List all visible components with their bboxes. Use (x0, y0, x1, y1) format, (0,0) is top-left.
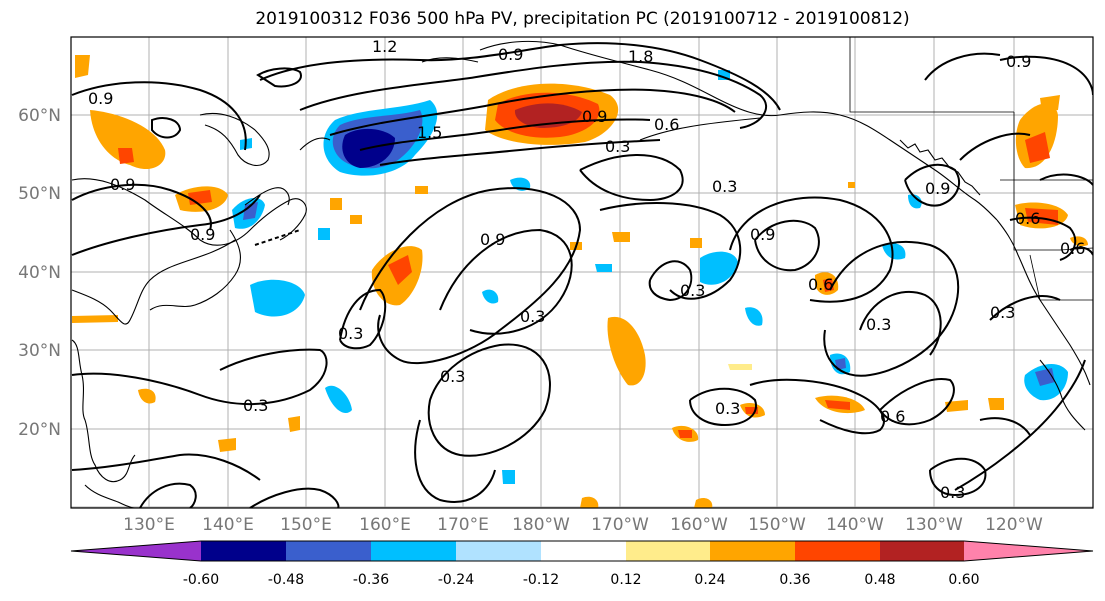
contour-label: 0.3 (680, 281, 705, 300)
contour-label: 0.6 (1060, 239, 1085, 258)
colorbar-tick-label: 0.48 (864, 572, 895, 588)
colorbar: -0.60 -0.48 -0.36 -0.24 -0.12 0.12 0.24 … (70, 540, 1094, 588)
pv-contours (71, 42, 1093, 508)
lat-label: 30°N (18, 341, 61, 361)
contour-labels: 1.2 0.9 1.8 0.9 0.9 1.5 0.9 0.6 0.3 0.9 … (88, 37, 1085, 502)
map-frame (70, 36, 1094, 509)
lat-label: 50°N (18, 184, 61, 204)
contour-label: 0.6 (808, 275, 833, 294)
colorbar-tick-label: -0.24 (438, 572, 474, 588)
lon-label: 170°W (591, 515, 649, 535)
lon-label: 120°W (985, 515, 1043, 535)
colorbar-tick-label: -0.36 (353, 572, 389, 588)
contour-label: 0.3 (715, 399, 740, 418)
colorbar-segment (456, 541, 541, 561)
colorbar-extend-min (71, 541, 201, 561)
contour-label: 0.3 (243, 396, 268, 415)
contour-label: 0.9 (498, 45, 523, 64)
lon-label: 160°E (359, 515, 411, 535)
colorbar-segment (626, 541, 710, 561)
contour-label: 0.6 (880, 407, 905, 426)
contour-label: 1.2 (372, 37, 397, 56)
map-title: 2019100312 F036 500 hPa PV, precipitatio… (255, 9, 910, 29)
lon-label: 140°E (202, 515, 254, 535)
lon-label: 130°W (905, 515, 963, 535)
latitude-labels: 60°N 50°N 40°N 30°N 20°N (18, 106, 61, 440)
contour-label: 0.6 (1015, 209, 1040, 228)
map-area: 1.2 0.9 1.8 0.9 0.9 1.5 0.9 0.6 0.3 0.9 … (71, 37, 1093, 508)
contour-label: 0.3 (520, 307, 545, 326)
colorbar-tick-label: 0.12 (610, 572, 641, 588)
contour-label: 0.3 (712, 177, 737, 196)
contour-label: 0.3 (605, 137, 630, 156)
contour-label: 0.3 (990, 303, 1015, 322)
contour-label: 0.3 (866, 315, 891, 334)
colorbar-tick-label: 0.36 (779, 572, 810, 588)
lat-label: 40°N (18, 263, 61, 283)
contour-label: 0.9 (925, 179, 950, 198)
colorbar-segment (286, 541, 371, 561)
contour-label: 0.9 (88, 89, 113, 108)
lon-label: 130°E (123, 515, 175, 535)
colorbar-segment (371, 541, 456, 561)
lon-label: 150°E (280, 515, 332, 535)
colorbar-segment (201, 541, 286, 561)
contour-label: 0.9 (582, 107, 607, 126)
colorbar-segment (710, 541, 795, 561)
lon-label: 140°W (826, 515, 884, 535)
colorbar-tick-label: -0.48 (268, 572, 304, 588)
colorbar-segment (795, 541, 880, 561)
contour-label: 0.6 (654, 115, 679, 134)
colorbar-tick-label: 0.24 (694, 572, 725, 588)
political-borders (849, 37, 1093, 301)
contour-label: 0.9 (1006, 52, 1031, 71)
contour-label: 1.8 (628, 47, 653, 66)
contour-label: 0.3 (940, 483, 965, 502)
lon-label: 150°W (748, 515, 806, 535)
lon-label: 180°W (512, 515, 570, 535)
contour-label: 0.3 (338, 324, 363, 343)
precipitation-shading (72, 55, 1088, 508)
contour-label: 1.5 (417, 123, 442, 142)
contour-label: 0.9 (190, 225, 215, 244)
contour-label: 0.9 (480, 230, 505, 249)
lat-label: 60°N (18, 106, 61, 126)
contour-label: 0.9 (110, 175, 135, 194)
colorbar-tick-label: -0.60 (183, 572, 219, 588)
lon-label: 160°W (670, 515, 728, 535)
contour-label: 0.9 (750, 225, 775, 244)
colorbar-segment (880, 541, 964, 561)
colorbar-tick-label: -0.12 (523, 572, 559, 588)
contour-label: 0.3 (440, 367, 465, 386)
colorbar-segment (541, 541, 626, 561)
longitude-labels: 130°E 140°E 150°E 160°E 170°E 180°W 170°… (123, 515, 1043, 535)
colorbar-extend-max (964, 541, 1093, 561)
lat-label: 20°N (18, 420, 61, 440)
lon-label: 170°E (437, 515, 489, 535)
colorbar-tick-label: 0.60 (948, 572, 979, 588)
